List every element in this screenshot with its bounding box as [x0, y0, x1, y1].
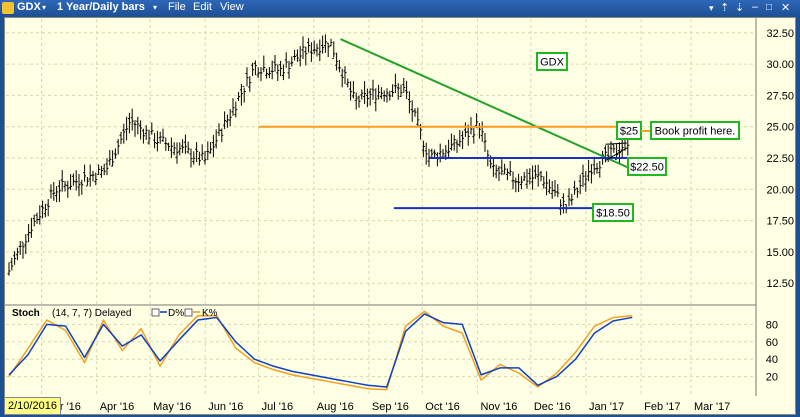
menu-view[interactable]: View — [220, 1, 244, 13]
book-profit-label-text: Book profit here. — [655, 126, 736, 138]
price-tick-label: 25.00 — [766, 122, 794, 134]
cursor-date: 2/10/2016 — [4, 397, 61, 415]
price-tick-label: 30.00 — [766, 59, 794, 71]
app-icon — [2, 2, 14, 14]
gdx-label: GDX — [536, 52, 568, 71]
price-tick-label: 22.50 — [766, 153, 794, 165]
menu-edit[interactable]: Edit — [193, 1, 212, 13]
gdx-label-box — [536, 52, 568, 71]
book-profit-label-box — [650, 121, 740, 140]
price-grid — [6, 19, 755, 394]
pennant-lower — [605, 147, 628, 161]
stoch-tick-label: 80 — [766, 319, 778, 331]
downtrend-line — [340, 38, 638, 173]
label-18-50-box — [592, 203, 634, 222]
annotations: GDX $25 Book profit here. $22.50 $18.50 — [536, 52, 740, 222]
date-tick-label: Jul '16 — [262, 401, 293, 413]
down-icon[interactable]: ⇣ — [735, 2, 745, 14]
price-axis: 12.50 15.00 17.50 20.00 22.50 25.00 27.50 30.00… — [766, 28, 794, 290]
price-tick-label: 17.50 — [766, 216, 794, 228]
label-22-50-text: $22.50 — [630, 162, 664, 174]
stoch-tick-label: 60 — [766, 337, 778, 349]
stoch-lines — [8, 310, 633, 391]
date-tick-label: Mar '17 — [694, 401, 730, 413]
date-tick-label: Dec '16 — [534, 401, 571, 413]
price-tick-label: 15.00 — [766, 247, 794, 259]
menu-file[interactable]: File — [168, 1, 186, 13]
price-bars — [7, 34, 630, 276]
date-axis: Mar '16 Apr '16 May '16 Jun '16 Jul '16 Aug '… — [45, 401, 731, 413]
price-tick-label: 27.50 — [766, 90, 794, 102]
gdx-label-text: GDX — [540, 57, 565, 69]
minimize-icon[interactable]: – — [752, 1, 759, 13]
date-tick-label: Oct '16 — [425, 401, 460, 413]
d-legend-label: D% — [168, 308, 184, 319]
date-tick-label: Apr '16 — [100, 401, 135, 413]
date-tick-label: Jan '17 — [589, 401, 624, 413]
close-icon[interactable]: ✕ — [781, 2, 791, 14]
stoch-tick-label: 20 — [766, 372, 778, 384]
date-tick-label: Nov '16 — [480, 401, 517, 413]
date-tick-label: Feb '17 — [644, 401, 680, 413]
date-tick-label: Jun '16 — [208, 401, 243, 413]
maximize-icon[interactable]: □ — [766, 2, 773, 13]
date-tick-label: May '16 — [153, 401, 191, 413]
stoch-title: Stoch — [12, 308, 40, 319]
label-25: $25 — [616, 121, 642, 140]
up-icon[interactable]: ⇡ — [720, 2, 730, 14]
k-dropdown-icon[interactable] — [184, 308, 193, 317]
symbol-dropdown-icon[interactable]: ▾ — [42, 3, 47, 12]
stoch-header: Stoch (14, 7, 7) Delayed D% K% — [12, 308, 218, 319]
dropdown-icon[interactable]: ▾ — [709, 3, 714, 13]
date-tick-label: Sep '16 — [372, 401, 409, 413]
book-profit-label: Book profit here. — [650, 121, 740, 140]
pennant-upper — [605, 142, 627, 145]
stoch-axis: 20 40 60 80 — [766, 319, 778, 383]
d-line — [8, 313, 633, 388]
stoch-tick-label: 40 — [766, 354, 778, 366]
trend-lines — [258, 38, 638, 210]
label-22-50: $22.50 — [627, 157, 667, 176]
period-selector[interactable]: 1 Year/Daily bars — [57, 1, 145, 13]
title-bar: GDX ▾ 1 Year/Daily bars ▾ File Edit View… — [0, 0, 800, 17]
price-tick-label: 12.50 — [766, 278, 794, 290]
label-18-50-text: $18.50 — [596, 208, 630, 220]
k-legend-label: K% — [202, 308, 218, 319]
price-tick-label: 20.00 — [766, 184, 794, 196]
label-18-50: $18.50 — [592, 203, 634, 222]
label-25-text: $25 — [620, 126, 638, 138]
label-22-50-box — [627, 157, 667, 176]
d-dropdown-icon[interactable] — [151, 308, 160, 317]
date-tick-label: Aug '16 — [317, 401, 354, 413]
period-dropdown-icon[interactable]: ▾ — [153, 3, 158, 12]
stoch-grid — [6, 323, 755, 378]
k-line — [8, 310, 633, 391]
stoch-params: (14, 7, 7) Delayed — [52, 308, 132, 319]
price-tick-label: 32.50 — [766, 28, 794, 40]
symbol-selector[interactable]: GDX — [17, 1, 41, 13]
